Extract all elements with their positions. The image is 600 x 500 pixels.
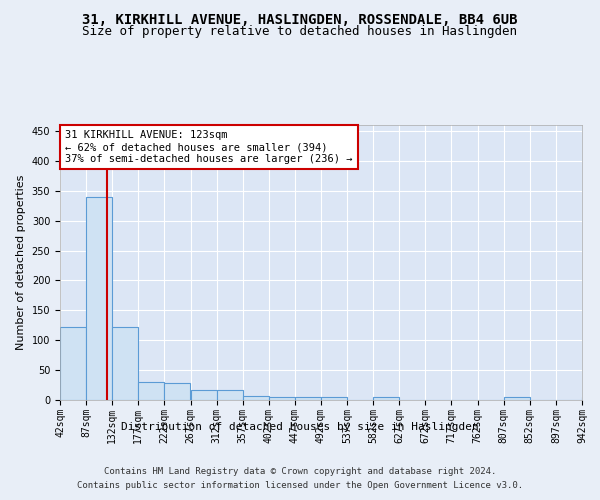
Bar bbox=[242, 396, 269, 400]
Bar bbox=[295, 397, 321, 400]
Bar bbox=[164, 382, 190, 400]
Bar bbox=[217, 390, 242, 400]
Bar bbox=[373, 397, 400, 400]
Text: 31 KIRKHILL AVENUE: 123sqm
← 62% of detached houses are smaller (394)
37% of sem: 31 KIRKHILL AVENUE: 123sqm ← 62% of deta… bbox=[65, 130, 353, 164]
Text: Size of property relative to detached houses in Haslingden: Size of property relative to detached ho… bbox=[83, 25, 517, 38]
Bar bbox=[321, 397, 347, 400]
Bar bbox=[139, 382, 164, 400]
Bar bbox=[269, 397, 295, 400]
Y-axis label: Number of detached properties: Number of detached properties bbox=[16, 175, 26, 350]
Bar bbox=[86, 196, 112, 400]
Bar bbox=[112, 327, 138, 400]
Text: Contains HM Land Registry data © Crown copyright and database right 2024.: Contains HM Land Registry data © Crown c… bbox=[104, 468, 496, 476]
Text: Contains public sector information licensed under the Open Government Licence v3: Contains public sector information licen… bbox=[77, 481, 523, 490]
Text: 31, KIRKHILL AVENUE, HASLINGDEN, ROSSENDALE, BB4 6UB: 31, KIRKHILL AVENUE, HASLINGDEN, ROSSEND… bbox=[82, 12, 518, 26]
Text: Distribution of detached houses by size in Haslingden: Distribution of detached houses by size … bbox=[121, 422, 479, 432]
Bar bbox=[582, 397, 600, 400]
Bar bbox=[60, 327, 86, 400]
Bar bbox=[503, 397, 530, 400]
Bar bbox=[191, 390, 217, 400]
